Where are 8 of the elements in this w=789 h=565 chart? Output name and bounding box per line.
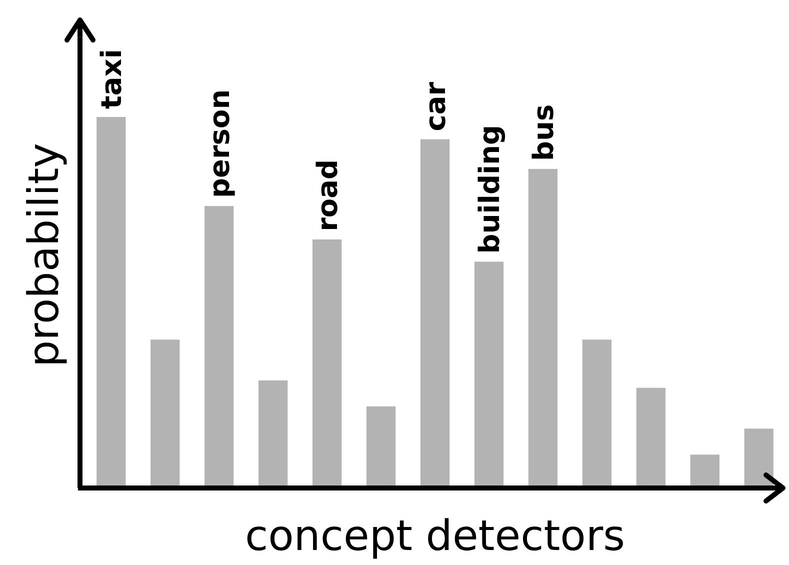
x-tick-label: taxi — [95, 49, 128, 109]
x-tick-label: person — [203, 89, 236, 198]
y-axis-title: probability — [19, 142, 68, 368]
x-tick-label: road — [311, 159, 344, 232]
x-tick-label: car — [419, 82, 452, 132]
x-axis-title: concept detectors — [244, 511, 626, 560]
x-tick-label: bus — [526, 104, 560, 161]
x-tick-label: building — [472, 124, 506, 254]
